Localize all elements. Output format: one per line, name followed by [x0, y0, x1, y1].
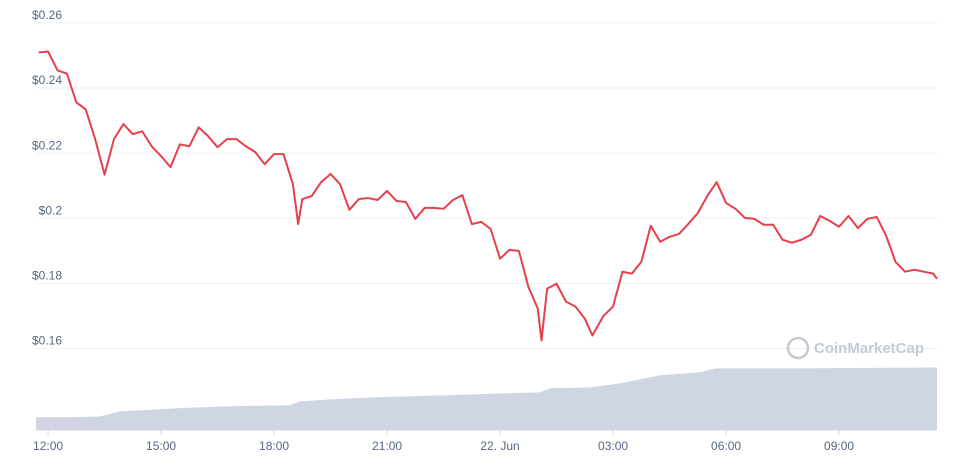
y-tick-label: $0.26	[32, 8, 62, 22]
y-tick-label: $0.22	[32, 138, 62, 152]
x-tick-label: 15:00	[146, 439, 176, 453]
x-tick-label: 06:00	[711, 439, 741, 453]
y-tick-label: $0.24	[32, 73, 62, 87]
x-tick-label: 09:00	[824, 439, 854, 453]
x-tick-label: 22. Jun	[480, 439, 519, 453]
y-tick-label: $0.18	[32, 269, 62, 283]
y-tick-label: $0.2	[39, 203, 63, 217]
x-tick-label: 18:00	[259, 439, 289, 453]
x-tick-label: 12:00	[33, 439, 63, 453]
watermark: CoinMarketCap	[786, 336, 924, 360]
x-tick-label: 03:00	[598, 439, 628, 453]
watermark-text: CoinMarketCap	[814, 340, 924, 357]
volume-area	[36, 367, 937, 430]
price-line	[38, 50, 938, 342]
x-tick-label: 21:00	[372, 439, 402, 453]
watermark-logo	[786, 336, 810, 360]
y-tick-label: $0.16	[32, 334, 62, 348]
